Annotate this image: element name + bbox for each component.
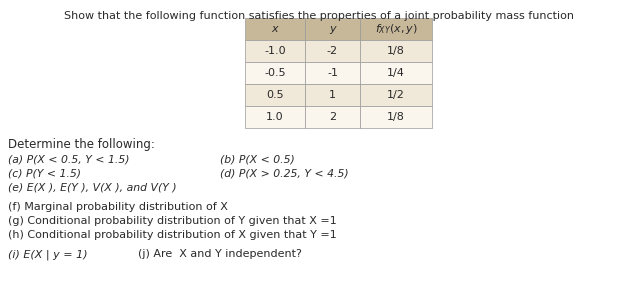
Bar bbox=[305, 84, 360, 106]
Bar bbox=[305, 62, 360, 84]
Text: (g) Conditional probability distribution of Y given that X =1: (g) Conditional probability distribution… bbox=[8, 216, 337, 226]
Bar bbox=[360, 62, 432, 84]
Text: Show that the following function satisfies the properties of a joint probability: Show that the following function satisfi… bbox=[64, 11, 574, 21]
Text: 2: 2 bbox=[329, 112, 336, 122]
Text: -0.5: -0.5 bbox=[264, 68, 286, 78]
Bar bbox=[245, 84, 305, 106]
Text: -2: -2 bbox=[327, 46, 338, 56]
Text: 1/8: 1/8 bbox=[387, 46, 405, 56]
Text: 1/8: 1/8 bbox=[387, 112, 405, 122]
Text: (j) Are  X and Y independent?: (j) Are X and Y independent? bbox=[138, 249, 302, 259]
Text: x: x bbox=[272, 24, 278, 34]
Text: (a) P(X < 0.5, Y < 1.5): (a) P(X < 0.5, Y < 1.5) bbox=[8, 155, 130, 165]
Bar bbox=[305, 40, 360, 62]
Bar bbox=[360, 40, 432, 62]
Text: 1/4: 1/4 bbox=[387, 68, 405, 78]
Text: (e) E(X ), E(Y ), V(X ), and V(Y ): (e) E(X ), E(Y ), V(X ), and V(Y ) bbox=[8, 183, 177, 193]
Bar bbox=[360, 106, 432, 128]
Text: 1: 1 bbox=[329, 90, 336, 100]
Bar bbox=[360, 18, 432, 40]
Text: 0.5: 0.5 bbox=[266, 90, 284, 100]
Bar bbox=[245, 18, 305, 40]
Text: -1: -1 bbox=[327, 68, 338, 78]
Text: -1.0: -1.0 bbox=[264, 46, 286, 56]
Text: Determine the following:: Determine the following: bbox=[8, 138, 155, 151]
Bar bbox=[305, 18, 360, 40]
Bar bbox=[305, 106, 360, 128]
Text: 1/2: 1/2 bbox=[387, 90, 405, 100]
Text: (i) E(X | y = 1): (i) E(X | y = 1) bbox=[8, 249, 87, 259]
Text: (b) P(X < 0.5): (b) P(X < 0.5) bbox=[220, 155, 295, 165]
Bar bbox=[245, 40, 305, 62]
Bar bbox=[245, 106, 305, 128]
Bar bbox=[360, 84, 432, 106]
Text: 1.0: 1.0 bbox=[266, 112, 284, 122]
Text: (c) P(Y < 1.5): (c) P(Y < 1.5) bbox=[8, 169, 81, 179]
Text: (f) Marginal probability distribution of X: (f) Marginal probability distribution of… bbox=[8, 202, 228, 212]
Text: (h) Conditional probability distribution of X given that Y =1: (h) Conditional probability distribution… bbox=[8, 230, 337, 240]
Text: (d) P(X > 0.25, Y < 4.5): (d) P(X > 0.25, Y < 4.5) bbox=[220, 169, 348, 179]
Text: y: y bbox=[329, 24, 336, 34]
Bar bbox=[245, 62, 305, 84]
Text: $f_{XY}(x, y)$: $f_{XY}(x, y)$ bbox=[375, 22, 417, 36]
